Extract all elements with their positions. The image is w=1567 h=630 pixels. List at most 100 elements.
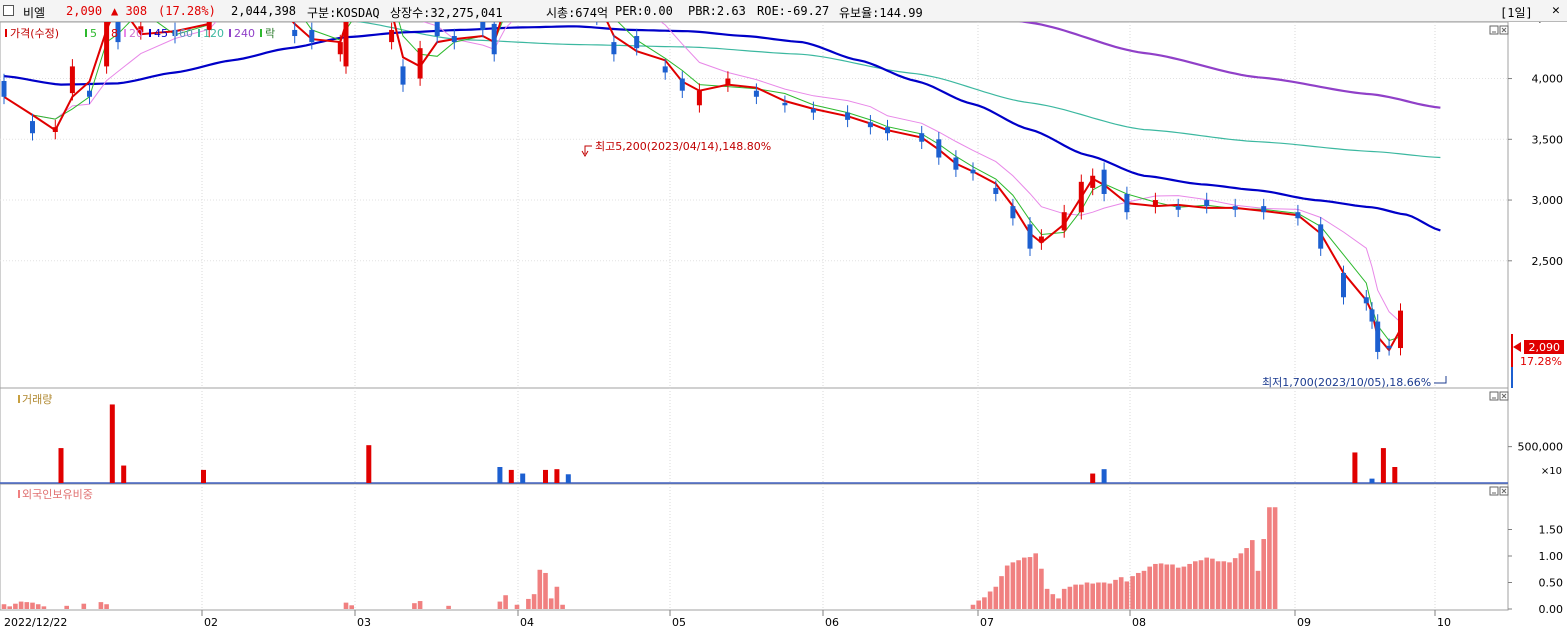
- foreign-bar: [13, 603, 18, 609]
- candle-body: [1295, 212, 1301, 219]
- volume-tick-label: 500,000: [1518, 441, 1564, 454]
- volume-close-icon[interactable]: [1499, 391, 1509, 401]
- candle-body: [634, 36, 640, 49]
- candle-body: [679, 78, 685, 91]
- volume-bar: [109, 404, 115, 483]
- low-annotation: 최저1,700(2023/10/05),18.66%: [1262, 376, 1447, 389]
- volume-bar: [520, 473, 526, 483]
- foreign-bar: [1193, 561, 1198, 609]
- price-tick-label: 4,500: [1532, 22, 1564, 25]
- candle-body: [491, 23, 497, 55]
- volume-bar: [1352, 452, 1358, 483]
- foreign-bar: [554, 586, 560, 609]
- chart-area: 2022/12/220203040506070809106,5006,0005,…: [0, 22, 1564, 629]
- ma5-line: [3, 22, 1401, 342]
- volume-min-icon[interactable]: [1489, 391, 1499, 401]
- candle-body: [1175, 206, 1181, 210]
- candle-body: [1363, 297, 1369, 304]
- foreign-bar: [560, 604, 565, 609]
- panel-close-icon[interactable]: [1499, 25, 1509, 35]
- candle-body: [138, 26, 144, 33]
- foreign-bar: [1158, 563, 1164, 609]
- volume-bar: [554, 469, 560, 483]
- volume-bar: [508, 469, 514, 483]
- last-price: 2,090: [66, 4, 103, 18]
- panel-min-icon[interactable]: [1489, 25, 1499, 35]
- high-annotation: 최고5,200(2023/04/14),148.80%: [581, 140, 771, 157]
- foreign-bar: [976, 600, 981, 609]
- ma20-line: [3, 22, 1401, 323]
- candle-body: [1375, 321, 1381, 352]
- foreign-bar: [1170, 564, 1175, 609]
- volume-bar: [543, 469, 548, 483]
- volume-bar: [201, 469, 206, 483]
- candle-body: [400, 66, 406, 85]
- volume-value: 2,044,398: [231, 4, 297, 18]
- foreign-bar: [1198, 560, 1204, 609]
- foreign-bar: [349, 605, 354, 609]
- foreign-bar: [970, 604, 976, 609]
- volume-panel: [0, 387, 1509, 485]
- foreign-bar: [1022, 557, 1027, 609]
- candle-body: [30, 121, 35, 134]
- low-label: 최저1,700(2023/10/05),18.66%: [1262, 376, 1431, 389]
- candle-body: [970, 169, 976, 174]
- foreign-bar: [7, 606, 12, 609]
- foreign-bar: [993, 586, 999, 609]
- foreign-bar: [1084, 582, 1090, 609]
- foreign-bar: [1079, 584, 1084, 609]
- foreign-bar: [1272, 507, 1278, 609]
- foreign-bar: [526, 598, 531, 609]
- candle-body: [337, 42, 343, 55]
- foreign-bar: [1164, 564, 1170, 609]
- candle-body: [953, 157, 959, 170]
- volume-legend: 거래량: [18, 393, 52, 406]
- period-selector[interactable]: [1일]: [1500, 6, 1533, 20]
- candle-body: [936, 139, 942, 158]
- legend-ma45: 45: [154, 27, 168, 40]
- candle-body: [389, 29, 395, 43]
- close-icon[interactable]: ✕: [1552, 3, 1560, 18]
- x-tick-label: 09: [1297, 616, 1311, 629]
- foreign-bar: [1061, 588, 1067, 609]
- foreign-bar: [24, 602, 30, 609]
- volume-bar: [1101, 469, 1107, 483]
- foreign-bar: [1096, 582, 1101, 609]
- foreign-bar: [1073, 584, 1078, 609]
- price-panel: [0, 22, 1509, 389]
- price-change: ▲ 308: [111, 4, 148, 18]
- volume-legend-title: 거래량: [22, 393, 52, 406]
- candle-body: [885, 127, 890, 134]
- foreign-bar: [412, 603, 417, 609]
- foreign-min-icon[interactable]: [1489, 486, 1499, 496]
- volume-bar: [565, 474, 571, 483]
- candle-body: [1261, 206, 1267, 213]
- foreign-bar: [1153, 563, 1158, 609]
- price-tick-label: 3,000: [1532, 194, 1564, 207]
- foreign-bar: [30, 602, 35, 609]
- foreign-bar: [1118, 577, 1124, 609]
- per-label: PER:0.00: [615, 4, 673, 18]
- x-tick-label: 04: [520, 616, 534, 629]
- foreign-bar: [1004, 565, 1010, 609]
- foreign-bar: [1232, 558, 1238, 609]
- panel-checkbox[interactable]: [3, 5, 14, 16]
- candle-body: [1369, 309, 1375, 322]
- candle-body: [292, 29, 298, 37]
- foreign-bar: [104, 604, 109, 609]
- chart-header: 비엘 2,090 ▲ 308 (17.28%) 2,044,398 구분:KOS…: [0, 0, 1567, 22]
- candle-body: [662, 66, 668, 73]
- candle-body: [1090, 175, 1096, 188]
- foreign-bar: [1147, 566, 1152, 609]
- foreign-close-icon[interactable]: [1499, 486, 1509, 496]
- candle-body: [417, 48, 423, 79]
- last-price-label: 2,090: [1529, 341, 1561, 354]
- foreign-bar: [987, 591, 993, 609]
- x-tick-label: 03: [357, 616, 371, 629]
- legend-rak: 락: [265, 27, 275, 40]
- candle-body: [1124, 193, 1130, 213]
- price-legend-title: 가격(수정): [10, 27, 59, 40]
- candle-body: [725, 78, 731, 85]
- foreign-bar: [1050, 594, 1056, 609]
- x-tick-label: 10: [1437, 616, 1451, 629]
